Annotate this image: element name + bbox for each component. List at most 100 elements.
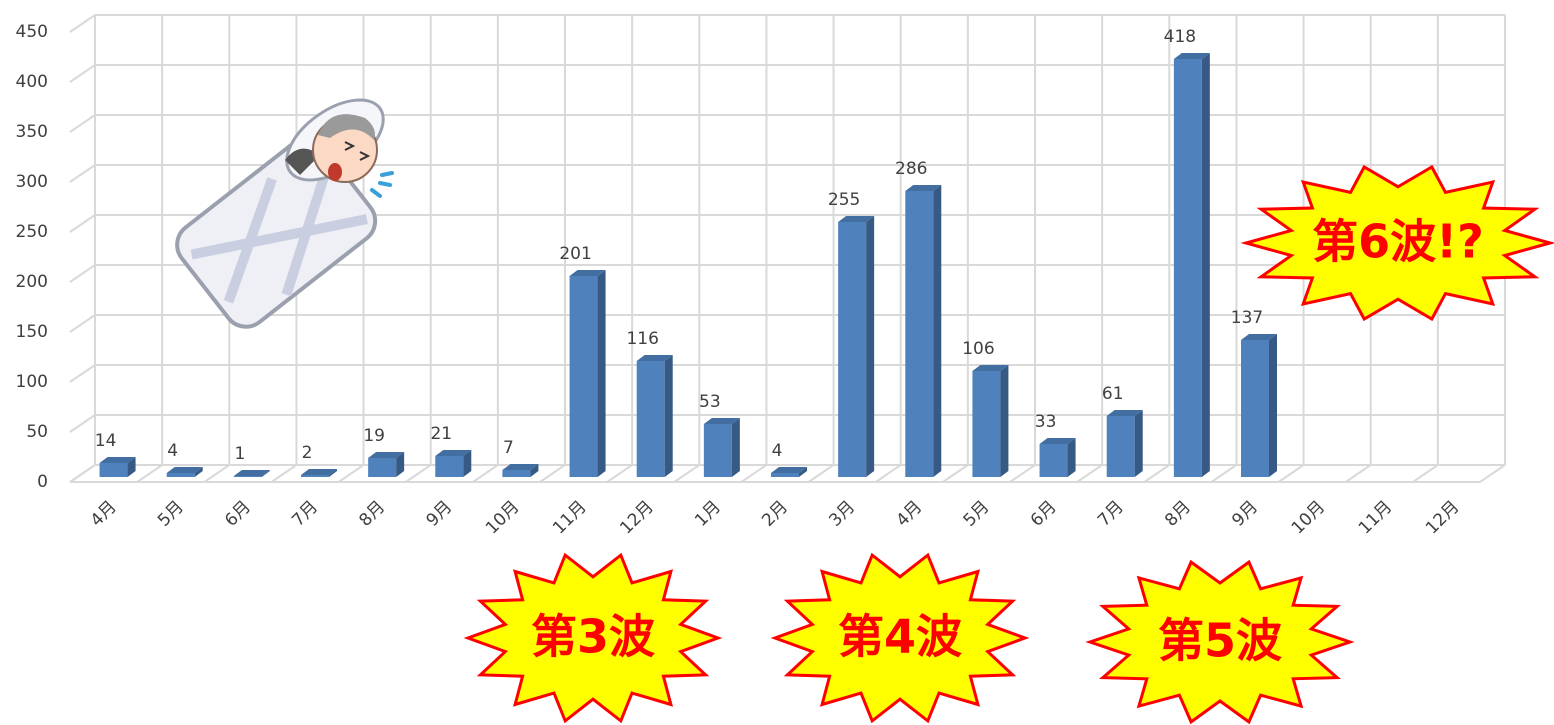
bar: [703, 418, 740, 477]
bar-top: [771, 467, 807, 473]
bar-front: [301, 475, 329, 477]
x-tick-label: 4月: [87, 497, 121, 531]
starburst: [770, 552, 1030, 724]
bar-top: [972, 365, 1009, 371]
data-label: 286: [895, 159, 927, 179]
data-label: 2: [302, 443, 313, 463]
floor-grid-line: [1076, 464, 1103, 483]
bar-top: [368, 452, 405, 458]
bar: [905, 185, 942, 477]
floor-grid-line: [1345, 464, 1372, 483]
y-tick-label: 400: [16, 72, 48, 92]
bar-front: [1106, 416, 1135, 477]
y-tick-label: 0: [37, 472, 48, 492]
bar-front: [771, 473, 799, 477]
data-label: 106: [962, 339, 994, 359]
bar-top: [301, 469, 337, 475]
bar: [435, 450, 472, 477]
floor-grid-line: [1210, 464, 1237, 483]
annotation: 第5波: [1158, 614, 1282, 668]
floor-grid-line: [1143, 464, 1170, 483]
x-tick-label: 1月: [691, 497, 725, 531]
bar: [368, 452, 405, 477]
data-label: 4: [772, 441, 783, 461]
data-label: 14: [95, 431, 117, 451]
bar-top: [703, 418, 740, 424]
x-tick-label: 5月: [960, 497, 994, 531]
floor-grid-line: [270, 464, 297, 483]
side-grid-line: [69, 364, 96, 383]
bar-top: [1106, 410, 1143, 416]
annotation: 第6波!?: [1312, 215, 1484, 269]
data-label: 137: [1231, 308, 1263, 328]
bar-side: [1134, 410, 1143, 477]
x-tick-label: 12月: [1422, 497, 1463, 538]
floor-grid-line: [942, 464, 969, 483]
bar-front: [636, 361, 665, 477]
floor-grid-line: [808, 464, 835, 483]
bar: [771, 467, 807, 477]
x-tick-label: 11月: [1355, 497, 1396, 538]
bar: [1241, 334, 1277, 477]
side-grid-line: [69, 264, 96, 283]
bar-front: [166, 473, 195, 477]
bar: [233, 470, 270, 477]
bar-top: [1173, 53, 1210, 59]
x-tick-label: 10月: [482, 497, 523, 538]
x-tick-label: 7月: [1094, 497, 1128, 531]
bar-side: [933, 185, 942, 477]
bar-side: [1269, 334, 1277, 477]
side-grid-line: [69, 114, 96, 133]
y-tick-label: 200: [16, 272, 48, 292]
data-label: 19: [363, 426, 385, 446]
bar-side: [463, 450, 472, 477]
bar-front: [99, 463, 128, 477]
floor-grid-line: [740, 464, 767, 483]
y-tick-label: 150: [16, 322, 48, 342]
x-tick-label: 9月: [1228, 497, 1262, 531]
floor-grid-line: [203, 464, 230, 483]
bar-front: [368, 458, 397, 477]
bar-front: [972, 371, 1001, 477]
bar-top: [99, 457, 136, 463]
bar-top: [636, 355, 673, 361]
data-label: 201: [559, 244, 591, 264]
floor-grid-line: [136, 464, 163, 483]
x-tick-label: 8月: [1161, 497, 1195, 531]
bar: [502, 464, 539, 477]
floor-grid-line: [1009, 464, 1036, 483]
floor-grid-line: [1412, 464, 1439, 483]
floor-grid-line: [673, 464, 700, 483]
bar-side: [799, 467, 807, 477]
data-label: 116: [626, 329, 658, 349]
bar: [301, 469, 337, 477]
side-grid-line: [69, 214, 96, 233]
data-label: 33: [1035, 412, 1057, 432]
x-tick-label: 8月: [355, 497, 389, 531]
side-grid-line: [69, 64, 96, 83]
bar-top: [435, 450, 472, 456]
bar-side: [1067, 438, 1076, 477]
starburst: [1085, 559, 1355, 725]
bar-front: [435, 456, 464, 477]
bar-side: [866, 216, 875, 477]
bar-side: [329, 469, 337, 477]
floor-grid-line: [472, 464, 499, 483]
x-tick-label: 9月: [423, 497, 457, 531]
bar-side: [127, 457, 136, 477]
annotation: 第4波: [838, 610, 962, 664]
bar-side: [731, 418, 740, 477]
bar-front: [233, 476, 262, 477]
y-tick-label: 300: [16, 172, 48, 192]
x-tick-label: 6月: [221, 497, 255, 531]
floor-grid-line: [1278, 464, 1305, 483]
bar: [636, 355, 673, 477]
bar: [166, 467, 203, 477]
bar-front: [703, 424, 732, 477]
bar-top: [233, 470, 270, 476]
bar-side: [396, 452, 405, 477]
bar: [1106, 410, 1143, 477]
bar-side: [261, 470, 270, 477]
data-label: 53: [699, 392, 721, 412]
